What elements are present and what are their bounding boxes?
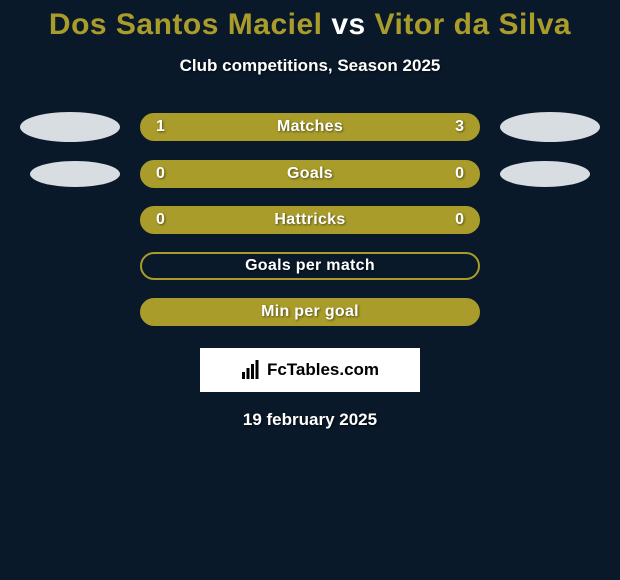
stat-row: 0 Hattricks 0: [0, 206, 620, 234]
stat-bar-hattricks: 0 Hattricks 0: [140, 206, 480, 234]
infographic-container: Dos Santos Maciel vs Vitor da Silva Club…: [0, 0, 620, 430]
stat-label: Matches: [277, 118, 343, 136]
stat-value-left: 1: [156, 118, 165, 136]
team-oval-right: [500, 161, 590, 187]
branding-box: FcTables.com: [200, 348, 420, 392]
footer-date: 19 february 2025: [0, 410, 620, 430]
player2-name: Vitor da Silva: [375, 8, 572, 41]
team-oval-left: [20, 112, 120, 142]
team-oval-right: [500, 112, 600, 142]
stat-label: Goals per match: [245, 257, 375, 275]
player1-name: Dos Santos Maciel: [49, 8, 323, 41]
stat-label: Min per goal: [261, 303, 359, 321]
stat-row: Min per goal: [0, 298, 620, 326]
subtitle: Club competitions, Season 2025: [0, 56, 620, 76]
stat-value-right: 3: [455, 118, 464, 136]
stat-row: Goals per match: [0, 252, 620, 280]
stat-bar-goals-per-match: Goals per match: [140, 252, 480, 280]
stat-value-left: 0: [156, 211, 165, 229]
stat-bar-goals: 0 Goals 0: [140, 160, 480, 188]
stat-rows: 1 Matches 3 0 Goals 0 0 Hattricks 0: [0, 112, 620, 326]
bar-chart-icon: [241, 360, 261, 380]
team-oval-left: [30, 161, 120, 187]
brand-text: FcTables.com: [267, 360, 379, 380]
stat-row: 1 Matches 3: [0, 112, 620, 142]
comparison-title: Dos Santos Maciel vs Vitor da Silva: [0, 8, 620, 42]
stat-label: Goals: [287, 165, 333, 183]
vs-separator: vs: [331, 8, 365, 41]
stat-value-left: 0: [156, 165, 165, 183]
stat-row: 0 Goals 0: [0, 160, 620, 188]
stat-value-right: 0: [455, 165, 464, 183]
stat-value-right: 0: [455, 211, 464, 229]
stat-label: Hattricks: [274, 211, 345, 229]
stat-bar-min-per-goal: Min per goal: [140, 298, 480, 326]
stat-bar-matches: 1 Matches 3: [140, 113, 480, 141]
